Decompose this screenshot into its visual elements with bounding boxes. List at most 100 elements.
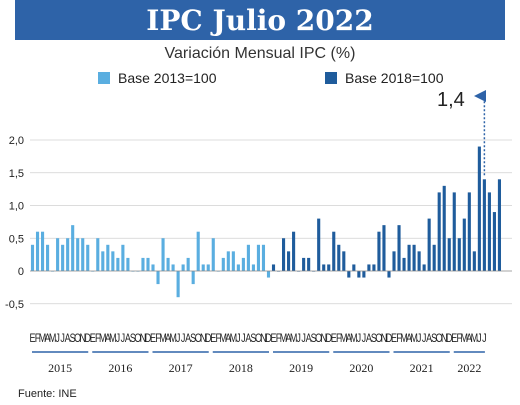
bar [407, 244, 411, 271]
bar [186, 257, 190, 271]
month-tick-label: D [386, 332, 393, 346]
bar [226, 251, 230, 271]
month-tick-label: A [306, 332, 313, 346]
legend-label-2018: Base 2018=100 [345, 70, 444, 86]
year-label: 2016 [108, 361, 132, 375]
bar [412, 244, 416, 271]
bar [256, 244, 261, 271]
month-tick-label: A [426, 332, 433, 346]
bar [201, 264, 205, 271]
bar [422, 264, 426, 271]
month-tick-label: M [49, 332, 57, 346]
y-tick-label: 0,5 [9, 233, 24, 245]
month-tick-label: E [331, 332, 337, 346]
month-tick-label: M [410, 332, 418, 346]
bar [56, 238, 60, 271]
bar [487, 192, 491, 271]
bar [417, 251, 421, 271]
bar [211, 238, 215, 271]
month-tick-label: M [99, 332, 107, 346]
bar [457, 238, 461, 271]
bar [86, 244, 90, 271]
month-tick-label: M [461, 332, 469, 346]
month-tick-label: J [482, 332, 486, 346]
bar [46, 244, 50, 271]
bar [452, 192, 456, 271]
bar [387, 271, 391, 278]
legend-label-2013: Base 2013=100 [118, 70, 217, 86]
callout-label: 1,4 [437, 89, 465, 111]
month-tick-label: F [95, 332, 101, 346]
page-title: IPC Julio 2022 [146, 3, 374, 37]
legend-base-2013: Base 2013=100 [98, 70, 216, 86]
month-tick-label: J [477, 332, 481, 346]
month-tick-label: M [290, 332, 298, 346]
month-tick-label: D [446, 332, 453, 346]
month-tick-label: J [55, 332, 59, 346]
month-tick-label: J [422, 332, 426, 346]
bar [317, 218, 321, 271]
month-tick-label: O [436, 332, 443, 346]
month-tick-label: J [301, 332, 305, 346]
month-tick-label: S [130, 332, 136, 346]
month-tick-label: A [366, 332, 373, 346]
month-tick-label: E [451, 332, 457, 346]
bar [472, 251, 476, 271]
bar [166, 257, 170, 271]
bar [141, 257, 145, 271]
bar [362, 271, 366, 278]
month-tick-label: M [280, 332, 288, 346]
month-tick-label: E [150, 332, 156, 346]
bar [246, 244, 250, 271]
month-tick-label: J [181, 332, 185, 346]
month-tick-label: D [325, 332, 332, 346]
legend-swatch-2018 [325, 72, 337, 84]
bar [271, 264, 276, 271]
bar [352, 264, 356, 271]
month-tick-label: D [145, 332, 152, 346]
bar [392, 251, 396, 271]
month-tick-label: A [286, 332, 293, 346]
bar [477, 146, 481, 271]
month-tick-label: O [134, 332, 141, 346]
bar [236, 264, 240, 271]
month-tick-label: D [265, 332, 272, 346]
month-tick-label: M [340, 332, 348, 346]
bar [382, 225, 386, 271]
month-tick-label: A [225, 332, 232, 346]
bar [76, 238, 80, 271]
bar [106, 244, 110, 271]
bar [266, 271, 271, 278]
bar [281, 238, 286, 271]
bar [447, 238, 451, 271]
bar [116, 257, 120, 271]
month-tick-label: N [381, 332, 387, 346]
bar [342, 251, 346, 271]
bar [397, 225, 401, 271]
bar [437, 192, 441, 271]
bar [81, 238, 85, 271]
month-tick-label: O [74, 332, 81, 346]
month-tick-label: J [236, 332, 240, 346]
y-tick-label: 2,0 [9, 135, 24, 147]
month-tick-label: M [471, 332, 479, 346]
month-tick-label: A [105, 332, 112, 346]
month-tick-label: E [90, 332, 96, 346]
bar [467, 192, 471, 271]
month-tick-label: N [79, 332, 85, 346]
month-tick-label: M [400, 332, 408, 346]
bar [40, 231, 45, 271]
month-tick-label: F [155, 332, 161, 346]
month-tick-label: M [230, 332, 238, 346]
bar [61, 244, 65, 271]
month-tick-label: O [195, 332, 202, 346]
bar [111, 251, 115, 271]
month-tick-label: J [176, 332, 180, 346]
month-tick-label: E [210, 332, 216, 346]
bar [221, 257, 225, 271]
month-tick-label: J [417, 332, 421, 346]
month-tick-label: O [315, 332, 322, 346]
bar [492, 212, 496, 271]
month-tick-label: A [45, 332, 52, 346]
year-label: 2019 [289, 361, 313, 375]
